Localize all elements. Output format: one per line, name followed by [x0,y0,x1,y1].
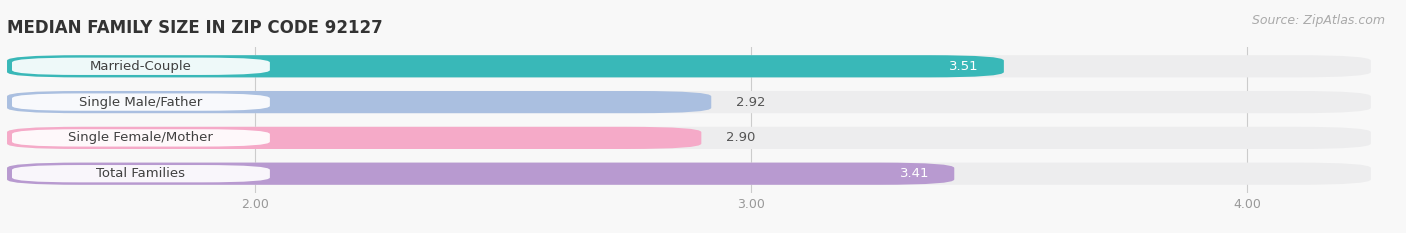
FancyBboxPatch shape [7,91,711,113]
FancyBboxPatch shape [13,93,270,111]
Text: Single Female/Mother: Single Female/Mother [69,131,214,144]
FancyBboxPatch shape [7,163,1371,185]
Text: 2.92: 2.92 [737,96,765,109]
FancyBboxPatch shape [7,127,1371,149]
Text: MEDIAN FAMILY SIZE IN ZIP CODE 92127: MEDIAN FAMILY SIZE IN ZIP CODE 92127 [7,19,382,37]
Text: Total Families: Total Families [97,167,186,180]
FancyBboxPatch shape [7,127,702,149]
FancyBboxPatch shape [13,58,270,75]
Text: 2.90: 2.90 [725,131,755,144]
FancyBboxPatch shape [13,129,270,147]
FancyBboxPatch shape [7,163,955,185]
FancyBboxPatch shape [7,91,1371,113]
Text: Married-Couple: Married-Couple [90,60,191,73]
Text: 3.51: 3.51 [949,60,979,73]
FancyBboxPatch shape [13,165,270,182]
FancyBboxPatch shape [7,55,1004,77]
Text: 3.41: 3.41 [900,167,929,180]
FancyBboxPatch shape [7,55,1371,77]
Text: Source: ZipAtlas.com: Source: ZipAtlas.com [1251,14,1385,27]
Text: Single Male/Father: Single Male/Father [79,96,202,109]
